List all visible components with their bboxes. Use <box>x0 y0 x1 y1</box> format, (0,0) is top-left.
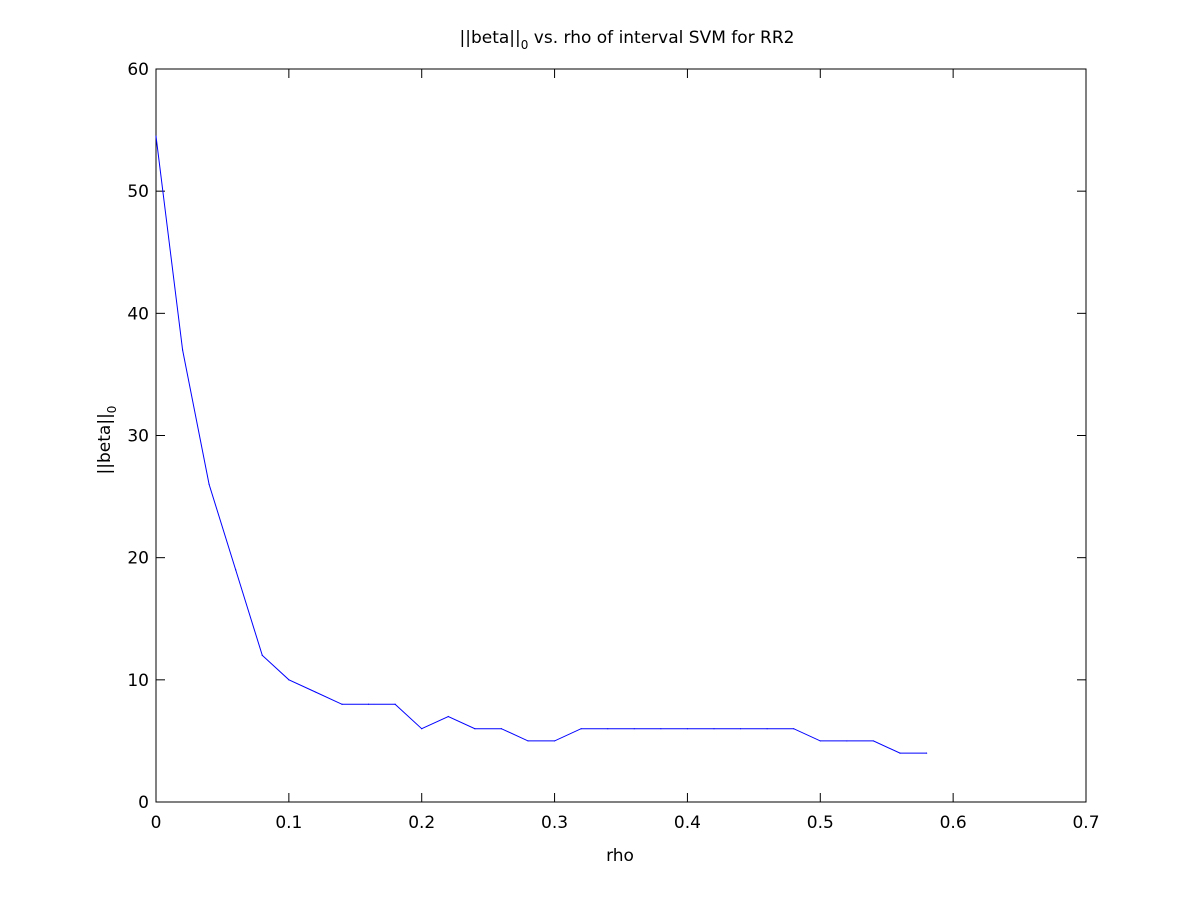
x-tick-label: 0.4 <box>674 813 701 833</box>
data-point <box>235 569 237 571</box>
x-tick-label: 0.1 <box>275 813 302 833</box>
data-point <box>553 740 556 742</box>
x-axis-ticks: 0 0.1 0.2 0.3 0.4 0.5 0.6 0.7 <box>151 69 1100 833</box>
data-point <box>261 654 263 657</box>
data-point <box>500 728 503 730</box>
data-point <box>447 715 449 718</box>
data-point <box>367 703 370 705</box>
series-layer <box>155 135 928 754</box>
y-tick-label: 20 <box>127 549 149 569</box>
data-point <box>607 728 609 730</box>
data-point <box>713 728 715 730</box>
data-point <box>288 679 290 681</box>
data-point <box>208 483 210 485</box>
data-point <box>686 728 689 730</box>
y-axis-label: ||beta||0 <box>95 406 119 475</box>
data-point <box>766 728 768 730</box>
chart-title-prefix: ||beta|| <box>459 28 520 48</box>
data-point <box>899 752 901 754</box>
y-tick-label: 40 <box>127 304 149 324</box>
data-point <box>341 703 343 705</box>
data-point <box>846 740 848 742</box>
chart-title-suffix: vs. rho of interval SVM for RR2 <box>528 28 794 48</box>
data-point <box>819 740 821 742</box>
data-point <box>872 740 875 742</box>
x-tick-label: 0.2 <box>408 813 435 833</box>
data-point <box>181 349 184 351</box>
y-axis-label-main: ||beta|| <box>95 413 115 474</box>
data-point <box>660 728 662 730</box>
x-axis-label: rho <box>606 846 634 866</box>
x-tick-label: 0.6 <box>940 813 967 833</box>
y-tick-label: 0 <box>138 793 149 813</box>
chart-title-subscript: 0 <box>521 38 529 52</box>
data-point <box>527 740 529 742</box>
y-tick-label: 60 <box>127 60 149 80</box>
x-tick-label: 0 <box>151 813 162 833</box>
chart-title: ||beta||0 vs. rho of interval SVM for RR… <box>459 28 794 52</box>
y-axis-label-subscript: 0 <box>105 406 119 414</box>
data-point <box>580 728 582 730</box>
x-tick-label: 0.5 <box>807 813 834 833</box>
plot-area: 0 0.1 0.2 0.3 0.4 0.5 0.6 0.7 0 10 20 30 40 50 60 <box>127 60 1099 833</box>
series-line-0 <box>155 136 927 754</box>
data-point <box>474 728 476 730</box>
data-point <box>793 728 795 730</box>
y-tick-label: 30 <box>127 427 149 447</box>
data-point <box>739 728 742 730</box>
data-point <box>314 691 317 693</box>
axes-box <box>155 68 1087 803</box>
data-point <box>394 703 396 705</box>
data-point <box>633 728 635 730</box>
data-point <box>925 752 928 754</box>
x-tick-label: 0.3 <box>541 813 568 833</box>
y-axis-ticks: 0 10 20 30 40 50 60 <box>127 60 1086 813</box>
y-tick-label: 10 <box>127 671 149 691</box>
y-tick-label: 50 <box>127 182 149 202</box>
data-point <box>421 728 423 730</box>
data-point <box>155 135 157 137</box>
x-tick-label: 0.7 <box>1072 813 1099 833</box>
